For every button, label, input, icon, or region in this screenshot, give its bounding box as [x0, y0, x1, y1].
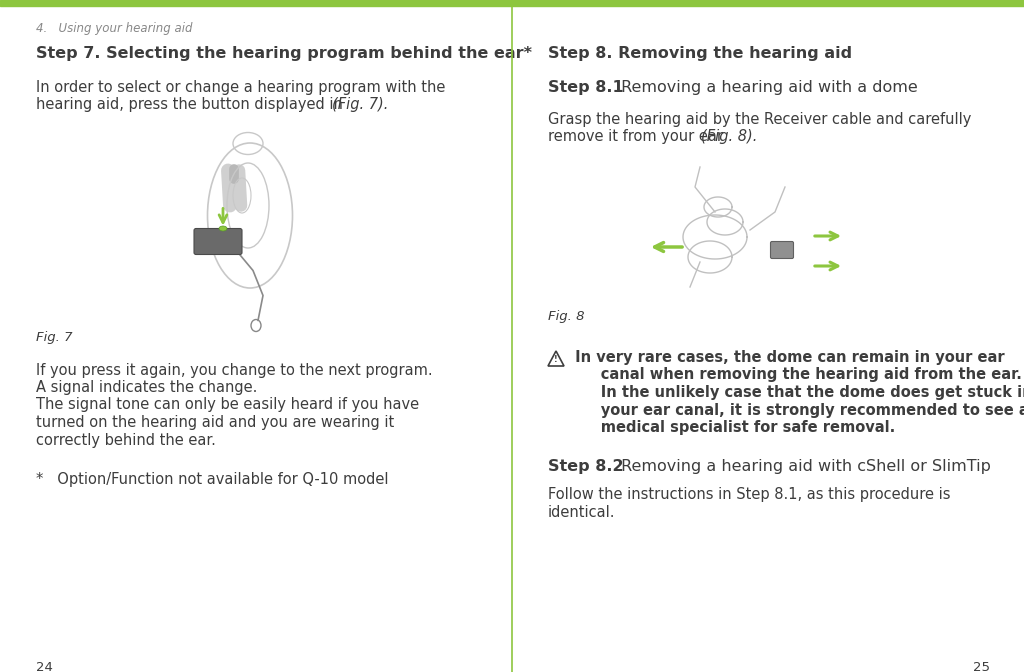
Text: (Fig. 7).: (Fig. 7).	[332, 97, 388, 112]
Text: Fig. 7: Fig. 7	[36, 331, 73, 343]
Text: !: !	[554, 355, 558, 364]
Text: A signal indicates the change.: A signal indicates the change.	[36, 380, 257, 395]
FancyBboxPatch shape	[770, 241, 794, 259]
Text: Grasp the hearing aid by the Receiver cable and carefully: Grasp the hearing aid by the Receiver ca…	[548, 112, 972, 127]
Text: Step 8.1: Step 8.1	[548, 80, 624, 95]
Text: 4.   Using your hearing aid: 4. Using your hearing aid	[36, 22, 193, 35]
Bar	[0, 0, 1024, 6]
Text: hearing aid, press the button displayed in: hearing aid, press the button displayed …	[36, 97, 347, 112]
Text: Fig. 8: Fig. 8	[548, 310, 585, 323]
Text: your ear canal, it is strongly recommended to see a: your ear canal, it is strongly recommend…	[570, 403, 1024, 417]
Text: medical specialist for safe removal.: medical specialist for safe removal.	[570, 420, 895, 435]
Text: In the unlikely case that the dome does get stuck in: In the unlikely case that the dome does …	[570, 385, 1024, 400]
Text: correctly behind the ear.: correctly behind the ear.	[36, 433, 216, 448]
Text: In very rare cases, the dome can remain in your ear: In very rare cases, the dome can remain …	[570, 350, 1005, 365]
Text: remove it from your ear: remove it from your ear	[548, 130, 728, 144]
Text: 24: 24	[36, 661, 53, 672]
Text: Follow the instructions in Step 8.1, as this procedure is: Follow the instructions in Step 8.1, as …	[548, 487, 950, 503]
Text: In order to select or change a hearing program with the: In order to select or change a hearing p…	[36, 80, 445, 95]
FancyBboxPatch shape	[194, 228, 242, 255]
Text: (Fig. 8).: (Fig. 8).	[701, 130, 758, 144]
Text: The signal tone can only be easily heard if you have: The signal tone can only be easily heard…	[36, 398, 419, 413]
Text: 25: 25	[973, 661, 990, 672]
Text: Removing a hearing aid with a dome: Removing a hearing aid with a dome	[616, 80, 918, 95]
Text: identical.: identical.	[548, 505, 615, 520]
Ellipse shape	[219, 226, 227, 231]
Text: Removing a hearing aid with cShell or SlimTip: Removing a hearing aid with cShell or Sl…	[616, 460, 991, 474]
Text: turned on the hearing aid and you are wearing it: turned on the hearing aid and you are we…	[36, 415, 394, 430]
Text: *   Option/Function not available for Q-10 model: * Option/Function not available for Q-10…	[36, 472, 388, 487]
Text: Step 7. Selecting the hearing program behind the ear*: Step 7. Selecting the hearing program be…	[36, 46, 532, 61]
Text: Step 8. Removing the hearing aid: Step 8. Removing the hearing aid	[548, 46, 852, 61]
Text: Step 8.2: Step 8.2	[548, 460, 624, 474]
Text: canal when removing the hearing aid from the ear.: canal when removing the hearing aid from…	[570, 368, 1022, 382]
Text: If you press it again, you change to the next program.: If you press it again, you change to the…	[36, 362, 432, 378]
